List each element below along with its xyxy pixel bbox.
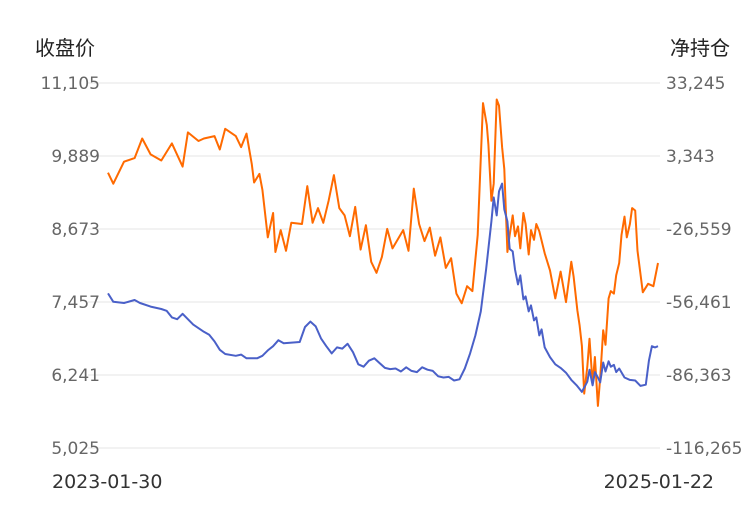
left-axis-ticks: 11,105 9,889 8,673 7,457 6,241 5,025 bbox=[41, 74, 100, 459]
series-lines bbox=[107, 98, 659, 407]
left-tick-label: 6,241 bbox=[51, 366, 100, 386]
x-start-date-label: 2023-01-30 bbox=[52, 471, 162, 493]
x-end-date-label: 2025-01-22 bbox=[604, 471, 714, 493]
right-tick-label: -116,265 bbox=[666, 439, 742, 459]
right-tick-label: -56,461 bbox=[666, 293, 732, 313]
left-tick-label: 9,889 bbox=[51, 147, 100, 167]
right-axis-ticks: 33,245 3,343 -26,559 -56,461 -86,363 -116,265 bbox=[666, 74, 742, 459]
series-line-left-axis bbox=[107, 182, 659, 393]
left-tick-label: 5,025 bbox=[51, 439, 100, 459]
left-tick-label: 7,457 bbox=[51, 293, 100, 313]
series-line-right-axis bbox=[107, 98, 659, 407]
right-tick-label: 3,343 bbox=[666, 147, 715, 167]
right-tick-label: -86,363 bbox=[666, 366, 732, 386]
right-tick-label: -26,559 bbox=[666, 220, 732, 240]
right-tick-label: 33,245 bbox=[666, 74, 725, 94]
right-axis-title: 净持仓 bbox=[670, 36, 730, 60]
left-axis-title: 收盘价 bbox=[35, 36, 95, 60]
left-tick-label: 8,673 bbox=[51, 220, 100, 240]
left-tick-label: 11,105 bbox=[41, 74, 100, 94]
